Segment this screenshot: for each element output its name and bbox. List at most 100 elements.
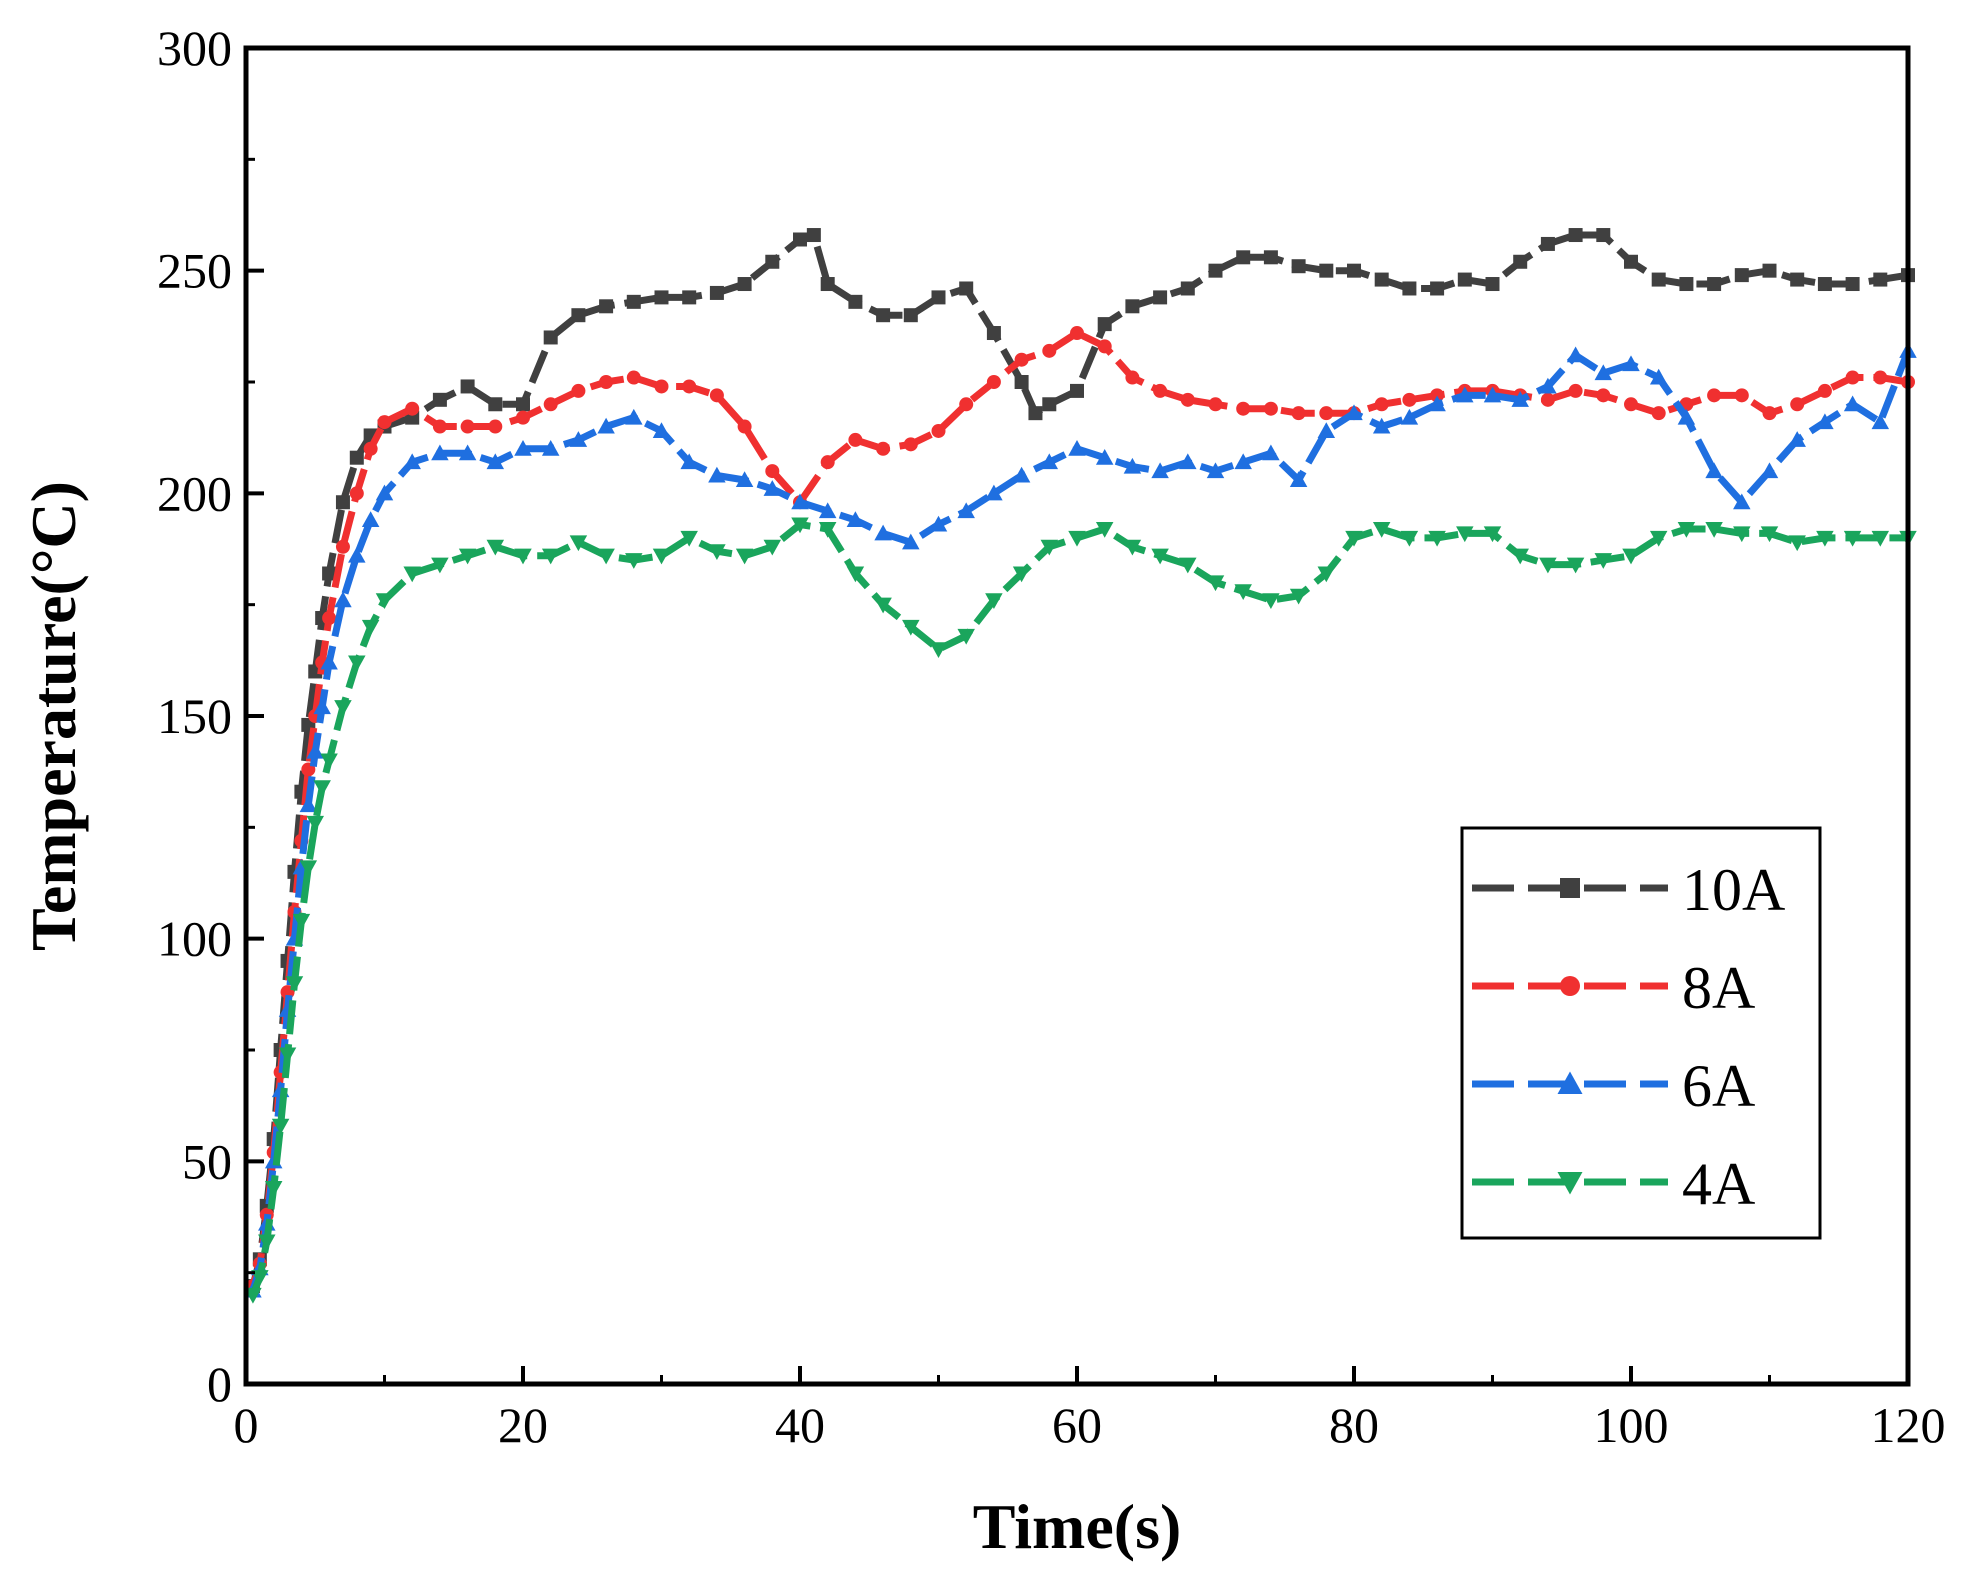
data-point	[599, 299, 614, 314]
data-point	[1649, 368, 1668, 385]
data-point	[1262, 444, 1280, 461]
data-point	[569, 431, 588, 447]
data-point	[1123, 539, 1142, 556]
data-point	[1485, 277, 1500, 292]
data-point	[1483, 386, 1502, 403]
data-point	[874, 524, 892, 541]
data-point	[375, 593, 394, 609]
data-point	[251, 1270, 269, 1286]
data-point	[569, 535, 588, 552]
data-point	[1372, 521, 1391, 538]
data-point	[682, 290, 697, 305]
data-point	[1817, 383, 1832, 398]
legend-label: 10A	[1682, 857, 1785, 923]
data-point	[765, 464, 780, 479]
data-point	[1028, 406, 1043, 421]
data-point	[791, 517, 809, 534]
data-point	[986, 375, 1001, 389]
data-point	[1762, 406, 1777, 421]
series-layer	[244, 228, 1917, 1304]
data-point	[1677, 521, 1696, 538]
data-point	[625, 553, 643, 569]
y-tick-label: 100	[157, 911, 232, 967]
data-point	[405, 401, 420, 416]
data-point	[299, 860, 318, 877]
data-point	[1153, 383, 1168, 398]
data-point	[1402, 392, 1417, 407]
data-point	[486, 453, 505, 470]
data-point	[488, 419, 503, 434]
data-point	[626, 370, 641, 385]
data-point	[1289, 471, 1308, 487]
legend-marker	[1557, 1172, 1583, 1195]
data-point	[1760, 462, 1779, 479]
data-point	[313, 698, 331, 715]
data-point	[431, 444, 449, 461]
data-point	[1070, 326, 1084, 341]
data-point	[599, 375, 614, 389]
data-point	[244, 1287, 262, 1304]
data-point	[334, 700, 352, 716]
data-point	[334, 591, 352, 608]
data-point	[375, 484, 394, 501]
data-point	[1873, 370, 1888, 385]
x-tick-label: 40	[775, 1397, 825, 1453]
data-point	[516, 410, 530, 425]
axis-layer: 0 20 40 60 80 100 120 0 50 100 150 200 250 300	[157, 20, 1946, 1453]
data-point	[1208, 263, 1223, 278]
data-point	[299, 796, 318, 813]
y-axis-title: Temperature(°C)	[18, 481, 89, 951]
data-point	[1012, 566, 1031, 583]
x-tick-label: 100	[1594, 1397, 1669, 1453]
data-point	[737, 419, 752, 434]
data-point	[1206, 462, 1225, 479]
data-point	[488, 397, 503, 412]
data-point	[1705, 521, 1723, 538]
data-point	[1345, 404, 1363, 421]
data-point	[1622, 355, 1640, 372]
data-point	[957, 628, 975, 645]
data-point	[1430, 281, 1445, 296]
data-point	[377, 415, 392, 430]
data-point	[1596, 228, 1611, 243]
data-point	[1151, 462, 1169, 479]
data-point	[313, 780, 331, 797]
data-point	[258, 1234, 276, 1251]
data-point	[1179, 453, 1197, 470]
y-tick-label: 50	[182, 1133, 232, 1189]
data-point	[1095, 521, 1114, 538]
data-point	[432, 392, 447, 407]
data-point	[516, 397, 530, 412]
data-point	[1707, 388, 1722, 403]
data-point	[1153, 290, 1168, 305]
data-point	[735, 548, 754, 565]
data-point	[654, 290, 669, 305]
data-point	[902, 619, 920, 636]
data-point	[682, 379, 697, 394]
plot-frame	[243, 45, 1911, 1387]
data-point	[680, 530, 698, 547]
data-point	[458, 548, 477, 565]
data-point	[626, 294, 641, 309]
data-point	[625, 408, 643, 425]
data-point	[1289, 588, 1308, 605]
data-point	[818, 521, 837, 538]
data-point	[1180, 392, 1195, 407]
data-point	[1513, 254, 1528, 269]
data-point	[1125, 370, 1140, 385]
data-point	[903, 308, 918, 323]
data-point	[1263, 250, 1278, 265]
data-point	[349, 450, 364, 465]
legend-marker	[1560, 976, 1580, 996]
legend-marker	[1560, 878, 1580, 898]
data-point	[1070, 383, 1084, 398]
data-point	[1568, 383, 1583, 398]
data-point	[986, 326, 1001, 341]
data-point	[1428, 530, 1446, 547]
y-tick-label: 150	[157, 688, 232, 744]
data-point	[1651, 406, 1666, 421]
data-point	[1014, 352, 1029, 367]
data-point	[876, 441, 891, 456]
data-point	[1511, 548, 1529, 565]
data-point	[1319, 406, 1334, 421]
